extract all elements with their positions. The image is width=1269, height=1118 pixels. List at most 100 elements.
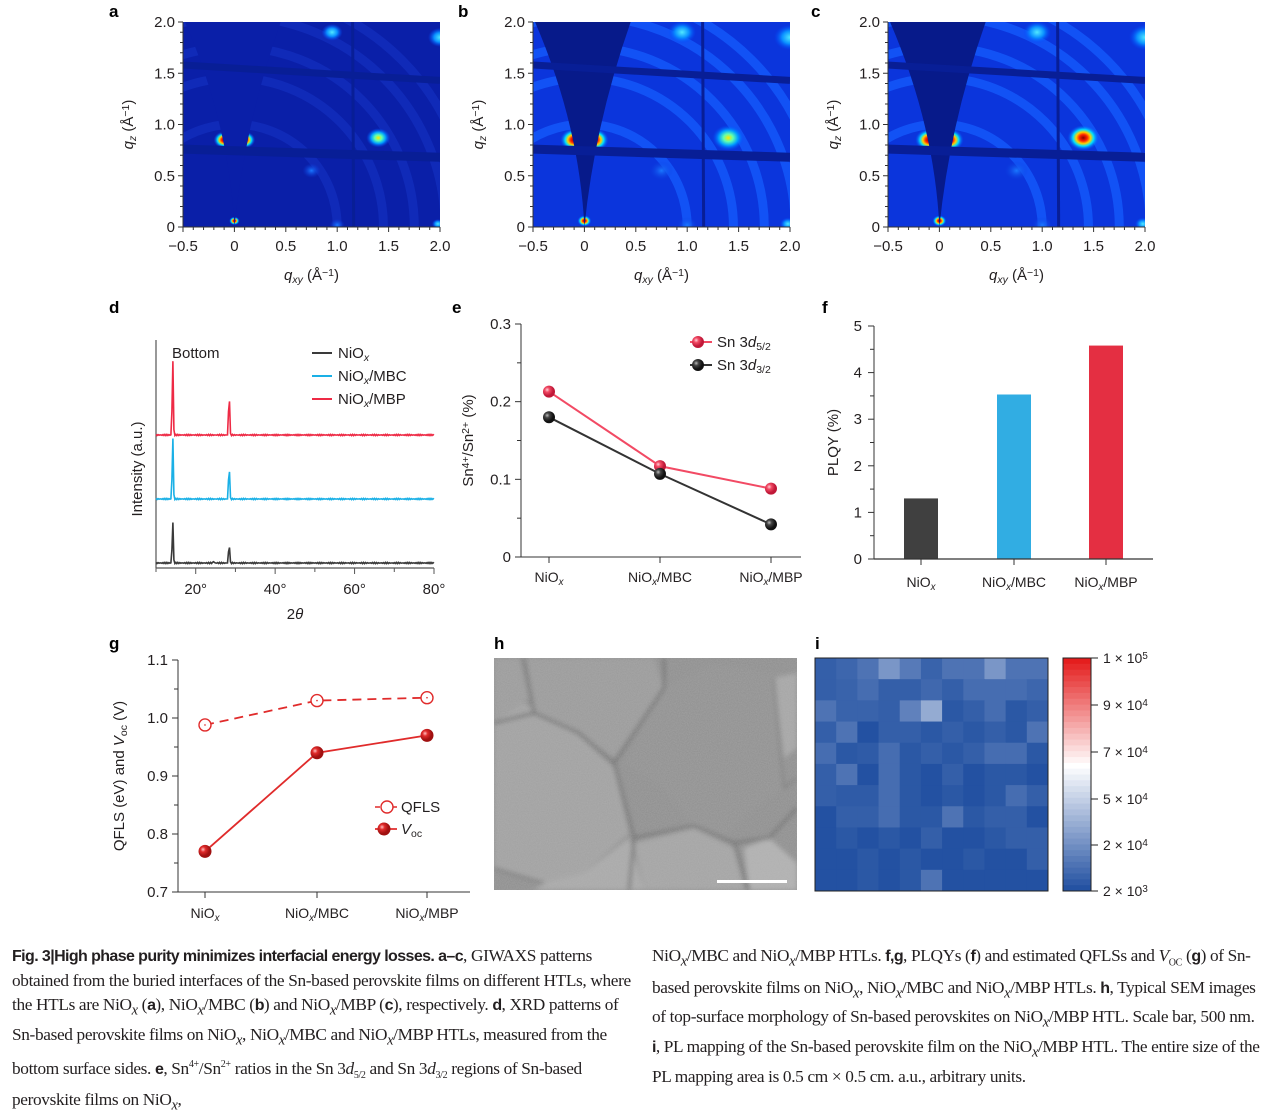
y-tick-label: 0.9 xyxy=(147,768,168,785)
x-tick-label: 1.5 xyxy=(728,238,749,255)
x-tick-label: 40° xyxy=(264,581,287,598)
pl-map-cell xyxy=(899,742,922,765)
y-tick-label: 0 xyxy=(872,219,880,236)
pl-map-cell xyxy=(984,742,1007,765)
pl-map-cell xyxy=(878,848,901,871)
pl-map-cell xyxy=(815,827,837,850)
legend-marker xyxy=(692,336,704,348)
pl-map-cell xyxy=(984,658,1007,680)
pl-map-cell xyxy=(1026,700,1049,723)
diffraction-spot xyxy=(329,218,345,227)
x-tick-label: 0 xyxy=(230,238,238,255)
pl-map-cell xyxy=(857,721,880,744)
colorbar-segment xyxy=(1063,867,1091,875)
plqy-chart-f: 0 1 2 3 4 5 NiOx NiOx/MBC NiOx/MBP PLQY (%) xyxy=(825,318,1153,593)
colorbar-segment xyxy=(1063,780,1091,787)
colorbar-segment xyxy=(1063,791,1091,799)
pl-map-cell xyxy=(878,827,901,850)
detector-gap xyxy=(183,144,440,162)
colorbar-segment xyxy=(1063,704,1091,711)
data-point xyxy=(654,467,666,480)
x-tick-label: 1.5 xyxy=(378,238,399,255)
pl-map-cell xyxy=(920,679,943,701)
colorbar-border xyxy=(1062,657,1092,892)
sem-grains xyxy=(494,658,797,890)
pl-map-cell xyxy=(984,763,1007,786)
pl-map-cell xyxy=(984,679,1007,701)
pl-map-cell xyxy=(942,848,964,871)
figure-caption-right: NiOx/MBC and NiOx/MBP HTLs. f,g, PLQYs (… xyxy=(652,946,1260,1086)
x-tick-label: NiOx/MBC xyxy=(628,569,692,588)
pl-map-cell xyxy=(857,869,880,892)
pl-map-cell xyxy=(1005,679,1028,701)
pl-map-cell xyxy=(1005,763,1028,786)
pl-map-cell xyxy=(920,742,943,765)
y-tick-label: 3 xyxy=(854,411,862,428)
sem-image xyxy=(494,658,797,890)
pl-map-cell xyxy=(899,679,922,701)
y-tick-label: 1.0 xyxy=(504,117,525,134)
panel-label-b: b xyxy=(458,2,469,21)
pl-map-cell xyxy=(899,869,922,892)
pl-map-cell xyxy=(984,785,1007,807)
giwaxs-chart-b: −0.5 0 0.5 1.0 1.5 2.0 0 0.5 1.0 1.5 2.0 qxy (Å−1) q… xyxy=(470,14,801,286)
x-axis-label: qxy (Å−1) xyxy=(284,267,339,286)
pl-map-cell xyxy=(963,742,985,765)
diffraction-spot xyxy=(1134,217,1145,227)
y-axis-label: Sn4+/Sn2+ (%) xyxy=(460,394,477,486)
pl-map-cell xyxy=(815,658,837,680)
pl-map-cell xyxy=(1026,721,1049,744)
giwaxs-chart-c: −0.5 0 0.5 1.0 1.5 2.0 0 0.5 1.0 1.5 2.0 qxy (Å−1) q… xyxy=(825,14,1156,286)
detector-gap xyxy=(533,61,790,84)
pl-map-cell xyxy=(899,763,922,786)
pl-map-cell xyxy=(1005,721,1028,744)
colorbar-segment xyxy=(1063,873,1091,880)
pl-map-chart-i: 1 × 105 9 × 104 7 × 104 5 × 104 2 × 104 2 × 1… xyxy=(814,650,1148,899)
pl-map-cell xyxy=(815,869,837,892)
diffraction-spot xyxy=(431,219,440,227)
data-point xyxy=(420,728,434,742)
pl-map-cell xyxy=(963,785,985,807)
colorbar-segment xyxy=(1063,856,1091,863)
legend-label: QFLS xyxy=(401,799,440,816)
y-tick-label: 2.0 xyxy=(504,14,525,31)
pl-map-cell xyxy=(920,785,943,807)
x-tick-label: 0 xyxy=(935,238,943,255)
x-tick-label: 0.5 xyxy=(980,238,1001,255)
y-axis-label: qz (Å−1) xyxy=(120,100,139,150)
detector-gap xyxy=(888,61,1145,84)
x-tick-label: NiOx xyxy=(190,905,220,924)
colorbar-tick-label: 7 × 104 xyxy=(1103,744,1148,760)
x-tick-label: −0.5 xyxy=(518,238,548,255)
xrd-series-line xyxy=(155,361,435,438)
series-line xyxy=(204,696,428,726)
xrd-chart-d: 20° 40° 60° 80° 2θ Intensity (a.u.) Bottom NiOx… xyxy=(129,340,446,623)
x-tick-label: −0.5 xyxy=(168,238,198,255)
pl-map-cell xyxy=(963,721,985,744)
y-tick-label: 0 xyxy=(854,551,862,568)
qfls-voc-chart-g: 0.7 0.8 0.9 1.0 1.1 NiOx NiOx/MBC NiOx/MBP QFLS … xyxy=(111,652,470,924)
y-tick-label: 1.0 xyxy=(859,117,880,134)
colorbar-segment xyxy=(1063,762,1091,770)
xrd-series-line xyxy=(155,522,435,566)
pl-map-cell xyxy=(836,827,858,850)
detector-gap xyxy=(701,22,706,227)
pl-map-cell xyxy=(920,763,943,786)
x-tick-label: 80° xyxy=(423,581,446,598)
pl-map-cell xyxy=(920,721,943,744)
pl-map-cell xyxy=(857,785,880,807)
diffraction-spot xyxy=(1004,161,1029,181)
colorbar-segment xyxy=(1063,844,1091,851)
pl-map-cell xyxy=(815,763,837,786)
pl-map-cell xyxy=(815,742,837,765)
pl-map-cell xyxy=(942,763,964,786)
pl-map-cell xyxy=(920,658,943,680)
pl-map-cell xyxy=(1005,827,1028,850)
pl-map-cell xyxy=(899,721,922,744)
colorbar-tick-label: 5 × 104 xyxy=(1103,791,1148,807)
detector-gap xyxy=(1056,22,1061,227)
pl-map-cell xyxy=(1026,742,1049,765)
pl-map-cell xyxy=(1005,742,1028,765)
pl-map-cell xyxy=(1026,763,1049,786)
pl-map-cell xyxy=(857,742,880,765)
